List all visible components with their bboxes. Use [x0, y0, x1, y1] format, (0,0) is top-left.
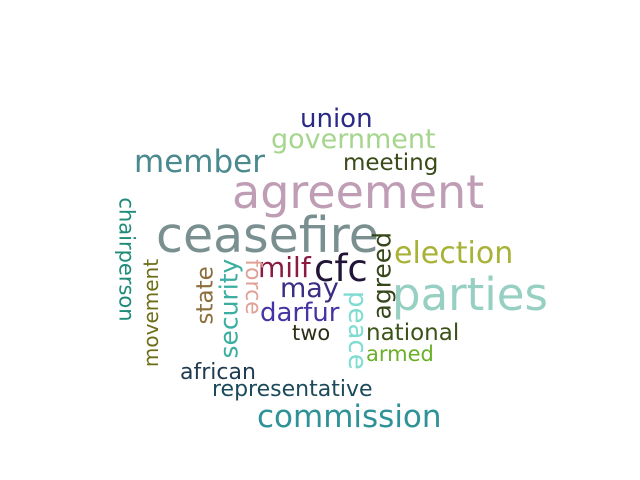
- word-african: african: [180, 360, 256, 385]
- word-ceasefire: ceasefire: [156, 207, 379, 264]
- word-representative: representative: [212, 377, 373, 402]
- word-force: force: [240, 259, 265, 315]
- word-parties: parties: [392, 268, 548, 321]
- word-commission: commission: [257, 399, 442, 435]
- word-movement: movement: [139, 258, 163, 368]
- word-two: two: [292, 321, 331, 345]
- word-darfur: darfur: [260, 298, 340, 328]
- word-government: government: [271, 124, 436, 155]
- word-security: security: [214, 258, 244, 359]
- word-election: election: [394, 236, 514, 271]
- word-armed: armed: [366, 342, 434, 366]
- word-cfc: cfc: [314, 247, 368, 290]
- word-national: national: [366, 320, 460, 346]
- word-member: member: [134, 144, 265, 180]
- word-peace: peace: [342, 291, 372, 370]
- word-meeting: meeting: [343, 150, 439, 176]
- word-agreement: agreement: [232, 165, 485, 219]
- word-agreed: agreed: [367, 231, 397, 320]
- word-union: union: [300, 104, 373, 134]
- word-chairperson: chairperson: [114, 197, 139, 322]
- word-may: may: [280, 273, 339, 304]
- word-milf: milf: [258, 251, 311, 284]
